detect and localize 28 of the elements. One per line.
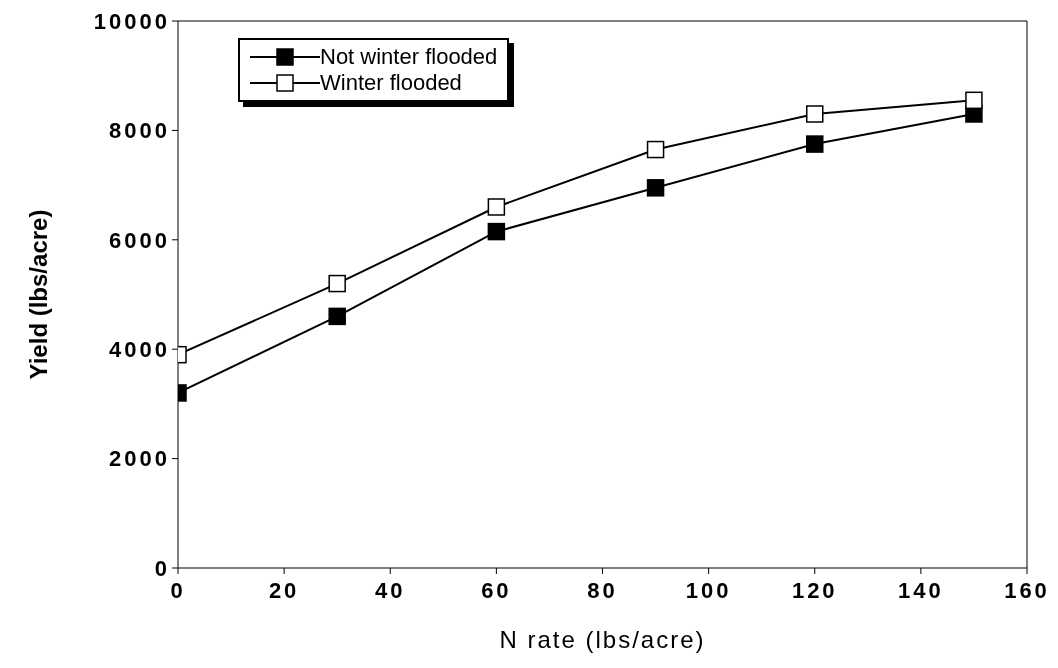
y-tick-label: 0	[154, 555, 170, 581]
point	[806, 135, 824, 153]
x-tick-label: 120	[791, 577, 838, 603]
point	[646, 140, 665, 159]
point	[328, 307, 346, 326]
legend-label: Winter flooded	[320, 70, 462, 96]
legend-label: Not winter flooded	[320, 44, 498, 70]
y-axis-title: Yield (lbs/acre)	[24, 209, 52, 380]
y-tick-label: 10000	[93, 8, 170, 34]
x-tick-label: 40	[375, 577, 406, 603]
x-tick-label: 100	[685, 577, 732, 603]
y-tick-label: 6000	[109, 227, 170, 253]
x-tick-label: 60	[481, 577, 512, 603]
point	[806, 105, 824, 123]
point	[487, 222, 506, 241]
point	[487, 198, 506, 216]
y-tick-label: 8000	[109, 118, 170, 144]
x-tick-label: 20	[268, 577, 300, 603]
y-tick-label: 4000	[109, 337, 170, 363]
y-tick-label: 2000	[109, 446, 170, 472]
x-tick-label: 140	[898, 577, 944, 603]
x-axis-title: N rate (lbs/acre)	[499, 626, 706, 653]
x-tick-label: 80	[587, 577, 618, 603]
point	[646, 179, 665, 197]
x-tick-label: 0	[170, 577, 186, 603]
point	[328, 274, 346, 293]
x-tick-label: 160	[1004, 577, 1050, 603]
point	[965, 91, 983, 110]
